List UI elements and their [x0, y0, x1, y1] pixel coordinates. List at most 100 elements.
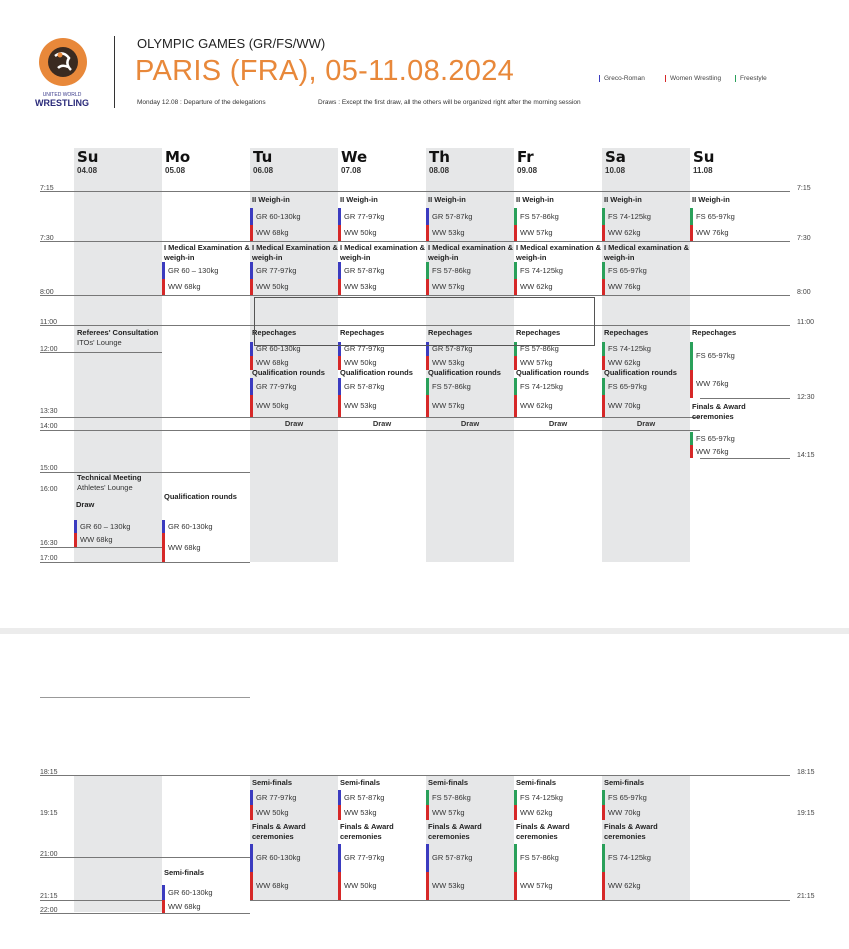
weight-category: FS 65-97kg	[696, 211, 735, 221]
weight-category-row: WW 76kg	[690, 370, 776, 398]
ww-discipline-marker	[602, 279, 605, 295]
weight-category-row: FS 57-86kg	[426, 378, 512, 395]
weight-category-row: WW 57kg	[514, 225, 600, 241]
day-name: Su	[77, 148, 99, 166]
time-label: 21:15	[797, 893, 815, 900]
weight-category-row: WW 50kg	[338, 356, 424, 370]
weight-category: FS 57-86kg	[520, 853, 559, 862]
weight-category-row: WW 57kg	[426, 279, 512, 295]
weight-category: WW 50kg	[344, 881, 377, 890]
session-title: Repechages	[692, 328, 737, 337]
ww-discipline-marker	[602, 872, 605, 900]
time-label: 19:15	[40, 810, 58, 817]
session-title: II Weigh-in	[252, 195, 290, 204]
gray-column-band	[426, 775, 514, 900]
time-label: 8:00	[40, 289, 54, 296]
session-title: Qualification rounds	[164, 492, 237, 501]
time-gridline	[40, 775, 790, 776]
weight-category: WW 68kg	[80, 535, 113, 544]
ww-discipline-marker	[602, 395, 605, 417]
weight-category: WW 57kg	[432, 401, 465, 410]
weight-category-row: WW 53kg	[338, 395, 424, 417]
weight-category: WW 76kg	[696, 446, 729, 456]
time-label: 15:00	[40, 465, 58, 472]
weight-category: WW 50kg	[256, 807, 289, 817]
time-gridline	[40, 562, 250, 563]
weight-category: GR 57-87kg	[344, 792, 385, 802]
fs-discipline-marker	[690, 208, 693, 225]
weight-category: WW 53kg	[432, 358, 465, 367]
weight-category-row: GR 60-130kg	[250, 844, 336, 872]
session-title: I Medical Examination & weigh-in	[252, 243, 338, 262]
weight-category-row: WW 53kg	[426, 872, 512, 900]
weight-category: WW 62kg	[608, 881, 641, 890]
fs-discipline-marker	[602, 378, 605, 395]
weight-category: FS 57-86kg	[432, 265, 471, 275]
day-date: 04.08	[77, 166, 98, 175]
weight-category-row: WW 50kg	[250, 395, 336, 417]
ww-discipline-marker	[250, 395, 253, 417]
weight-category: GR 57-87kg	[432, 344, 473, 353]
day-date: 09.08	[517, 166, 538, 175]
logo-text-top: UNITED WORLD	[42, 92, 82, 98]
session-title: Qualification rounds	[340, 368, 413, 377]
fs-discipline-marker	[690, 432, 693, 445]
gr-discipline-marker	[74, 520, 77, 533]
weight-category: GR 60 – 130kg	[168, 265, 219, 275]
time-label: 18:15	[797, 769, 815, 776]
draw-label: Draw	[372, 419, 392, 428]
weight-category-row: GR 60 – 130kg	[74, 520, 160, 533]
time-label: 21:15	[40, 893, 58, 900]
day-date: 10.08	[605, 166, 626, 175]
weight-category-row: WW 62kg	[514, 805, 600, 820]
weight-category: WW 68kg	[256, 358, 289, 367]
session-title: Qualification rounds	[516, 368, 589, 377]
weight-category: FS 74-125kg	[520, 381, 563, 391]
weight-category: WW 53kg	[344, 282, 377, 291]
fs-discipline-marker	[602, 262, 605, 279]
fs-discipline-marker	[514, 790, 517, 805]
time-gridline	[40, 547, 162, 548]
time-label: 11:00	[40, 319, 57, 326]
session-title: Semi-finals	[164, 868, 205, 877]
weight-category: WW 57kg	[520, 358, 553, 367]
weight-category-row: GR 77-97kg	[250, 378, 336, 395]
weight-category-row: FS 57-86kg	[426, 262, 512, 279]
weight-category: WW 57kg	[432, 807, 465, 817]
weight-category-row: GR 60-130kg	[162, 520, 248, 533]
weight-category-row: WW 68kg	[250, 225, 336, 241]
draw-label: Draw	[460, 419, 480, 428]
weight-category: GR 77-97kg	[256, 381, 297, 391]
gr-discipline-marker	[250, 844, 253, 872]
weight-category: FS 74-125kg	[608, 344, 651, 353]
draws-note: Draws : Except the first draw, all the o…	[318, 99, 581, 106]
weight-category-row: WW 76kg	[690, 445, 776, 458]
day-name: Sa	[605, 148, 626, 166]
session-title: II Weigh-in	[340, 195, 378, 204]
ww-discipline-marker	[426, 356, 429, 370]
weight-category-row: WW 68kg	[250, 872, 336, 900]
day-date: 06.08	[253, 166, 274, 175]
weight-category: WW 70kg	[608, 807, 641, 817]
weight-category: WW 76kg	[696, 228, 729, 237]
gr-discipline-marker	[250, 342, 253, 356]
weight-category: FS 74-125kg	[608, 211, 651, 221]
ww-discipline-marker	[74, 533, 77, 547]
time-label: 12:30	[797, 394, 815, 401]
day-name: We	[341, 148, 368, 166]
fs-discipline-marker	[690, 342, 693, 370]
session-title: II Weigh-in	[516, 195, 554, 204]
session-title: Finals & Award ceremonies	[340, 822, 394, 841]
ww-discipline-marker	[514, 872, 517, 900]
time-label: 18:15	[40, 769, 58, 776]
gray-column-band	[602, 148, 690, 562]
ww-discipline-marker	[250, 805, 253, 820]
weight-category-row: WW 50kg	[250, 279, 336, 295]
ww-discipline-marker	[338, 872, 341, 900]
weight-category: WW 68kg	[168, 542, 201, 552]
weight-category-row: FS 74-125kg	[514, 262, 600, 279]
ww-discipline-marker	[690, 445, 693, 458]
weight-category-row: WW 50kg	[250, 805, 336, 820]
ww-discipline-marker	[338, 279, 341, 295]
weight-category: WW 50kg	[256, 282, 289, 291]
